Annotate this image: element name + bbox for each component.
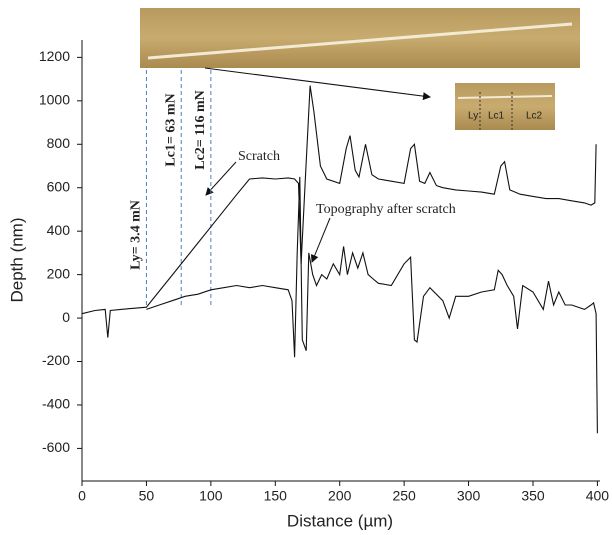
inset-label: Lc2: [526, 111, 543, 122]
load-label: Lc1= 63 mN: [163, 93, 178, 166]
x-tick-label: 350: [521, 488, 545, 504]
y-tick-label: 200: [47, 265, 71, 281]
x-tick-label: 250: [392, 488, 416, 504]
inset-photo: [455, 83, 555, 130]
y-tick-label: -600: [42, 439, 70, 455]
scratch-photo: [140, 8, 580, 68]
zoom-arrow: [204, 67, 431, 101]
x-tick-label: 0: [78, 488, 86, 504]
x-tick-label: 50: [139, 488, 155, 504]
series-line: [146, 176, 598, 434]
series-annotation: Topography after scratch: [316, 202, 456, 217]
x-tick-label: 150: [264, 488, 288, 504]
y-tick-label: 400: [47, 222, 71, 238]
x-tick-label: 200: [328, 488, 352, 504]
load-label: Ly= 3.4 mN: [129, 200, 144, 270]
y-tick-label: -200: [42, 352, 70, 368]
y-tick-label: 1200: [39, 48, 70, 64]
x-tick-label: 300: [457, 488, 481, 504]
series-line: [81, 85, 597, 338]
x-tick-label: 100: [199, 488, 223, 504]
y-tick-label: 800: [47, 135, 71, 151]
y-tick-label: 1000: [39, 92, 70, 108]
x-tick-label: 400: [586, 488, 610, 504]
inset-scratch: [457, 95, 553, 99]
y-tick-label: 600: [47, 178, 71, 194]
x-axis-label: Distance (µm): [287, 511, 393, 530]
photo-scratch: [147, 22, 573, 60]
y-tick-label: 0: [62, 309, 70, 325]
inset-label: Ly: [468, 111, 478, 122]
load-label: Lc2= 116 mN: [193, 90, 208, 170]
y-tick-label: -400: [42, 396, 70, 412]
y-axis-label: Depth (nm): [7, 217, 26, 302]
series-annotation: Scratch: [238, 149, 280, 164]
inset-label: Lc1: [488, 111, 505, 122]
annotation-arrow: [310, 217, 331, 263]
